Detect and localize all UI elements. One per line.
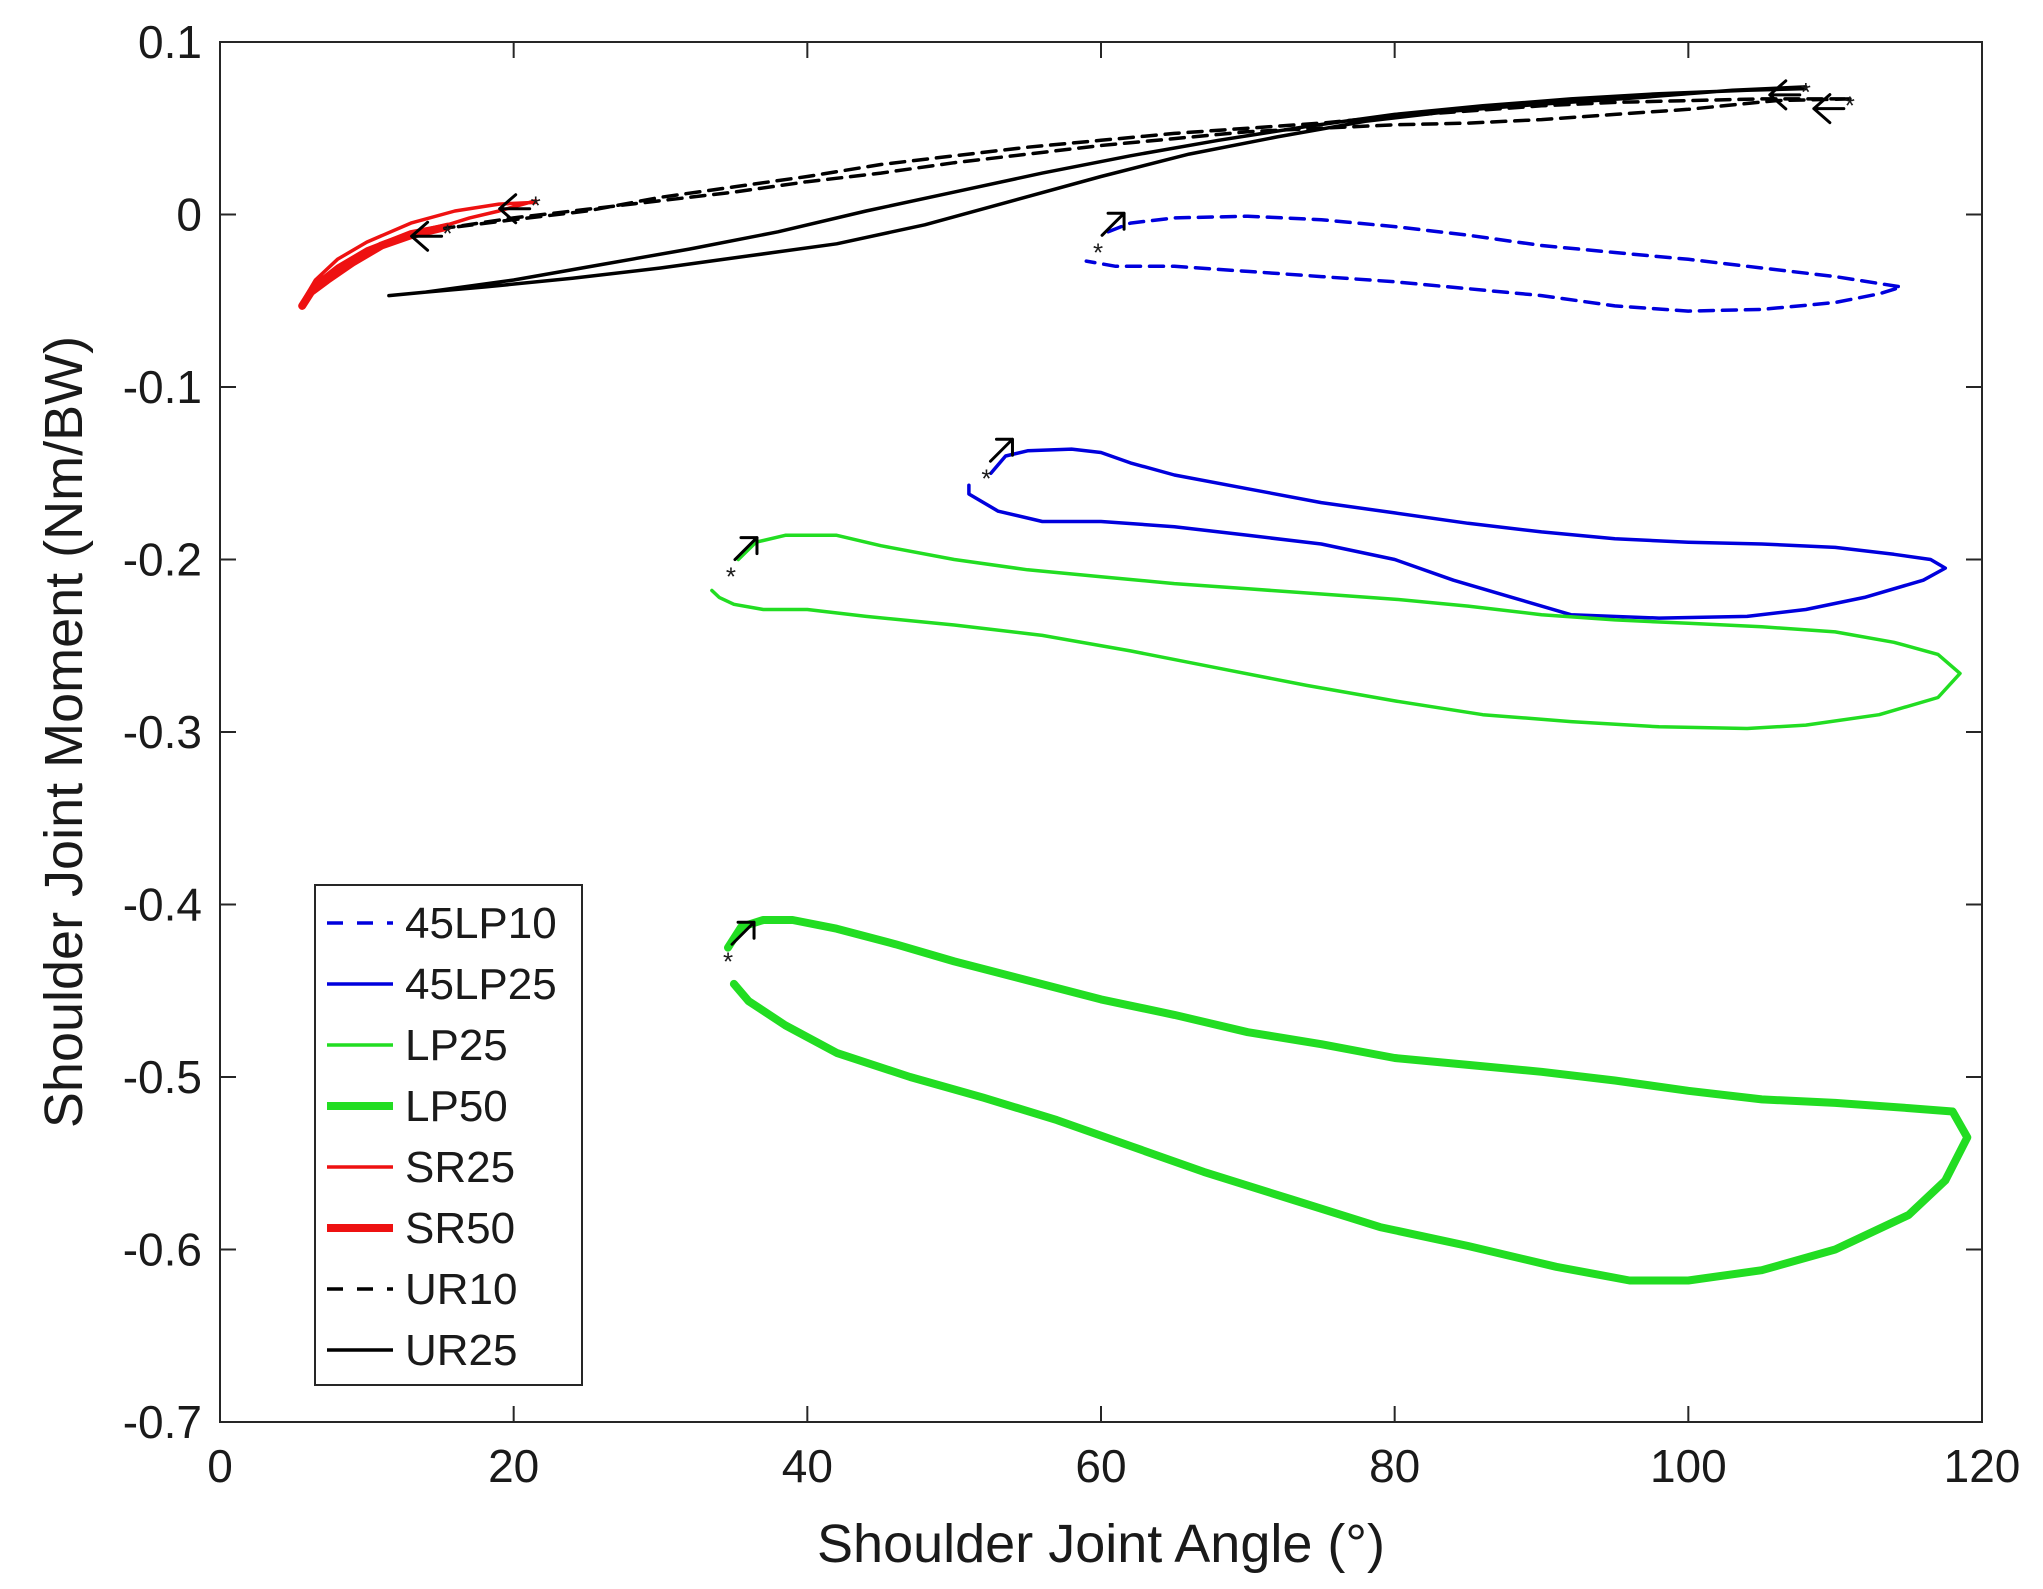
x-tick-label: 120 [1944, 1440, 2021, 1492]
series-line-ur25 [387, 85, 1808, 298]
series-line-lp50 [724, 916, 1972, 1285]
series-line-45lp10 [1084, 214, 1903, 313]
legend-label-ur25: UR25 [405, 1326, 518, 1375]
start-marker-45lp25: * [981, 463, 991, 493]
start-marker-lp50: * [723, 946, 733, 976]
y-tick-label: -0.2 [123, 534, 202, 586]
x-tick-label: 60 [1075, 1440, 1126, 1492]
y-tick-label: -0.3 [123, 706, 202, 758]
series-layer [298, 85, 1972, 1285]
y-tick-label: -0.7 [123, 1396, 202, 1448]
start-marker-sr25: * [531, 191, 541, 221]
legend-label-sr25: SR25 [405, 1143, 515, 1192]
y-tick-label: -0.6 [123, 1224, 202, 1276]
legend: 45LP10 45LP25 LP25 LP50 SR25 SR50 UR10 UR25 [314, 884, 583, 1386]
start-marker-lp25: * [726, 562, 736, 592]
start-marker-ur10: * [1845, 91, 1855, 121]
direction-arrow-lp25 [733, 536, 759, 562]
start-marker-sr50: * [443, 218, 453, 248]
x-axis-title: Shoulder Joint Angle (°) [817, 1514, 1385, 1574]
y-tick-label: -0.5 [123, 1051, 202, 1103]
y-tick-label: 0 [176, 189, 202, 241]
legend-label-sr50: SR50 [405, 1204, 515, 1253]
legend-label-45lp25: 45LP25 [405, 960, 557, 1009]
direction-arrow-45lp25 [988, 437, 1014, 463]
legend-label-ur10: UR10 [405, 1265, 518, 1314]
series-line-lp25 [710, 533, 1962, 731]
direction-arrow-45lp10 [1100, 211, 1126, 237]
y-axis-title: Shoulder Joint Moment (Nm/BW) [34, 336, 94, 1128]
start-marker-ur25: * [1801, 77, 1811, 107]
y-tick-label: -0.1 [123, 361, 202, 413]
direction-arrow-lp50 [730, 920, 756, 946]
legend-label-45lp10: 45LP10 [405, 899, 557, 948]
tick-layer: 0 20 40 60 80 100 120 0.1 0 -0.1 -0.2 -0.3 -0.4 -0.5 -… [123, 16, 2021, 1492]
legend-label-lp25: LP25 [405, 1021, 508, 1070]
y-tick-label: -0.4 [123, 879, 202, 931]
direction-arrow-ur25 [1768, 79, 1802, 111]
y-tick-label: 0.1 [138, 16, 202, 68]
series-line-45lp25 [967, 447, 1948, 620]
legend-box [314, 884, 583, 1386]
x-tick-label: 100 [1650, 1440, 1727, 1492]
marker-layer: * * * * * * * * [410, 77, 1855, 976]
x-tick-label: 20 [488, 1440, 539, 1492]
legend-label-lp50: LP50 [405, 1082, 508, 1131]
start-marker-45lp10: * [1093, 237, 1103, 267]
direction-arrow-sr25 [498, 193, 532, 225]
direction-arrow-ur10 [1812, 93, 1846, 125]
x-tick-label: 0 [207, 1440, 233, 1492]
direction-arrow-sr50 [410, 220, 444, 252]
x-tick-label: 40 [782, 1440, 833, 1492]
x-tick-label: 80 [1369, 1440, 1420, 1492]
